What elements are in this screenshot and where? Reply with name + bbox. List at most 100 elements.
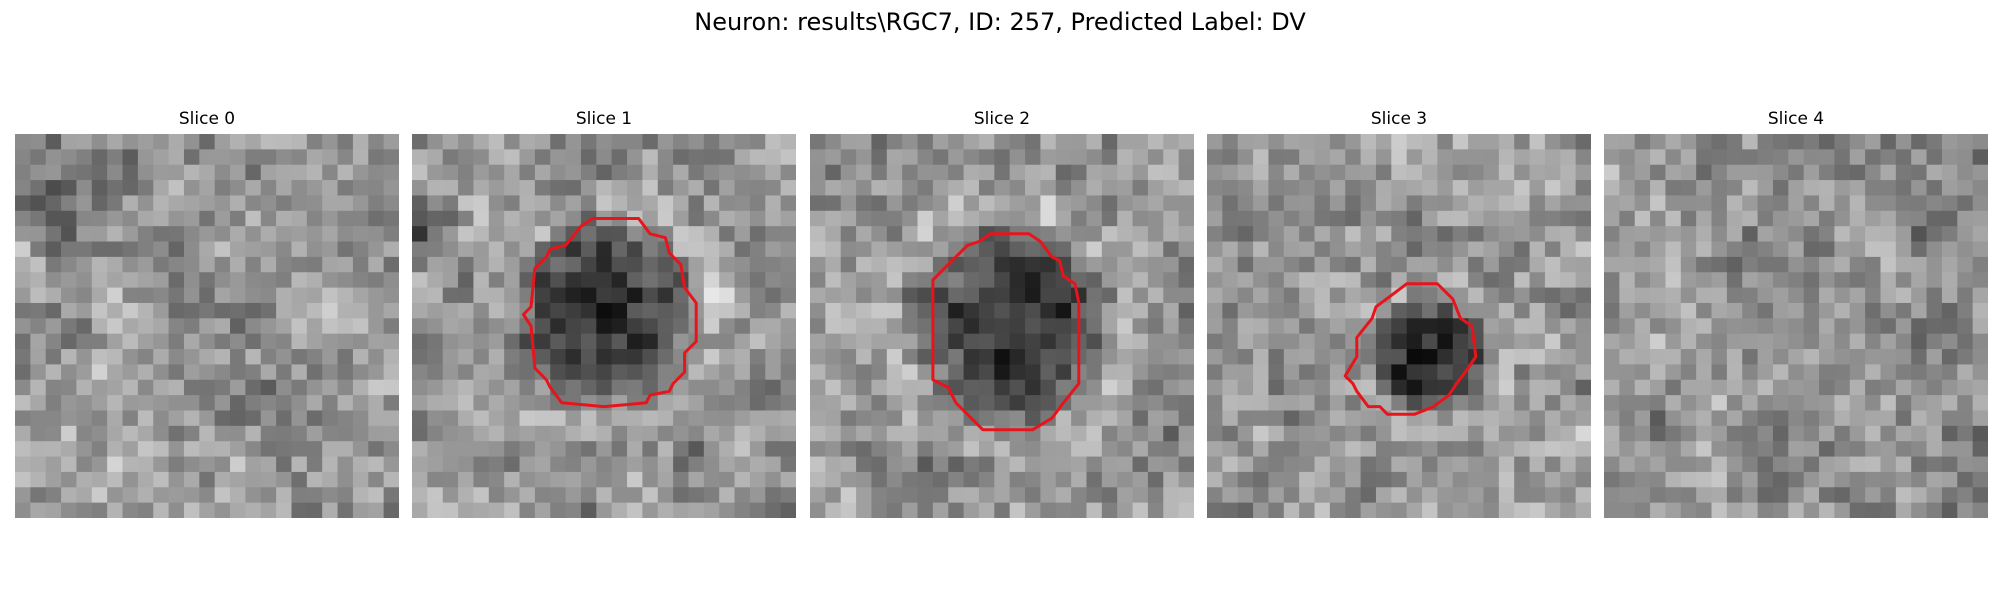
pixel-cell <box>1163 272 1180 289</box>
pixel-cell <box>932 456 949 473</box>
pixel-cell <box>886 379 903 396</box>
pixel-cell <box>1544 349 1561 365</box>
pixel-cell <box>1055 349 1072 365</box>
pixel-cell <box>627 149 643 166</box>
pixel-cell <box>642 149 659 166</box>
pixel-cell <box>199 134 216 150</box>
pixel-cell <box>765 410 782 427</box>
pixel-cell <box>1957 502 1974 518</box>
pixel-cell <box>504 425 521 442</box>
pixel-cell <box>1757 210 1774 227</box>
pixel-cell <box>1253 256 1270 273</box>
pixel-cell <box>1283 302 1300 319</box>
pixel-cell <box>1560 134 1577 150</box>
pixel-cell <box>30 410 47 427</box>
pixel-cell <box>1207 502 1223 518</box>
pixel-cell <box>412 272 428 289</box>
pixel-cell <box>1957 395 1974 412</box>
pixel-cell <box>1086 272 1103 289</box>
pixel-cell <box>1253 195 1270 212</box>
pixel-cell <box>137 241 154 258</box>
pixel-cell <box>1634 272 1651 289</box>
pixel-cell <box>245 364 262 381</box>
pixel-cell <box>642 318 659 335</box>
pixel-cell <box>1619 256 1636 273</box>
pixel-cell <box>1375 318 1392 335</box>
pixel-cell <box>1040 164 1057 181</box>
pixel-cell <box>1865 272 1882 289</box>
pixel-cell <box>1972 425 1988 442</box>
pixel-cell <box>199 226 216 243</box>
pixel-cell <box>1742 241 1759 258</box>
pixel-cell <box>657 149 674 166</box>
pixel-cell <box>368 425 385 442</box>
pixel-cell <box>168 180 185 197</box>
pixel-cell <box>1788 502 1805 518</box>
pixel-cell <box>230 272 246 289</box>
pixel-cell <box>1834 318 1851 335</box>
pixel-cell <box>383 471 399 488</box>
pixel-cell <box>199 410 216 427</box>
pixel-cell <box>902 333 919 350</box>
pixel-cell <box>153 410 170 427</box>
pixel-cell <box>1880 425 1897 442</box>
pixel-cell <box>1422 425 1438 442</box>
pixel-cell <box>734 349 751 365</box>
pixel-cell <box>1650 226 1667 243</box>
pixel-cell <box>611 487 628 504</box>
pixel-cell <box>1268 349 1285 365</box>
pixel-cell <box>1422 349 1438 365</box>
pixel-cell <box>948 425 965 442</box>
pixel-cell <box>596 287 613 304</box>
pixel-cell <box>1544 471 1561 488</box>
pixel-cell <box>1926 318 1943 335</box>
pixel-cell <box>488 364 505 381</box>
pixel-cell <box>368 379 385 396</box>
pixel-cell <box>1650 318 1667 335</box>
pixel-cell <box>1803 349 1820 365</box>
pixel-cell <box>550 456 567 473</box>
pixel-cell <box>291 287 308 304</box>
pixel-cell <box>1757 487 1774 504</box>
pixel-cell <box>673 149 690 166</box>
pixel-cell <box>1634 364 1651 381</box>
pixel-cell <box>1819 256 1835 273</box>
pixel-cell <box>245 256 262 273</box>
pixel-cell <box>199 333 216 350</box>
pixel-cell <box>15 302 31 319</box>
pixel-cell <box>978 502 995 518</box>
pixel-cell <box>1957 379 1974 396</box>
pixel-cell <box>871 471 888 488</box>
pixel-cell <box>963 149 980 166</box>
pixel-cell <box>810 241 826 258</box>
pixel-cell <box>245 210 262 227</box>
pixel-cell <box>1117 349 1134 365</box>
pixel-cell <box>1650 149 1667 166</box>
pixel-cell <box>1544 410 1561 427</box>
pixel-cell <box>183 502 200 518</box>
pixel-cell <box>719 425 736 442</box>
pixel-cell <box>749 456 766 473</box>
pixel-cell <box>1483 210 1500 227</box>
pixel-cell <box>1696 333 1713 350</box>
pixel-cell <box>383 272 399 289</box>
pixel-cell <box>1803 395 1820 412</box>
pixel-cell <box>291 256 308 273</box>
pixel-cell <box>1101 379 1118 396</box>
pixel-cell <box>1360 471 1377 488</box>
pixel-cell <box>886 349 903 365</box>
pixel-cell <box>1345 149 1362 166</box>
pixel-cell <box>1391 272 1408 289</box>
pixel-cell <box>703 134 720 150</box>
pixel-cell <box>1634 425 1651 442</box>
pixel-cell <box>1483 180 1500 197</box>
pixel-cell <box>1452 456 1469 473</box>
pixel-cell <box>45 272 62 289</box>
pixel-cell <box>1941 425 1958 442</box>
pixel-cell <box>1040 272 1057 289</box>
pixel-cell <box>1834 226 1851 243</box>
pixel-cell <box>1757 502 1774 518</box>
pixel-cell <box>1696 272 1713 289</box>
pixel-cell <box>1117 410 1134 427</box>
pixel-cell <box>810 180 826 197</box>
